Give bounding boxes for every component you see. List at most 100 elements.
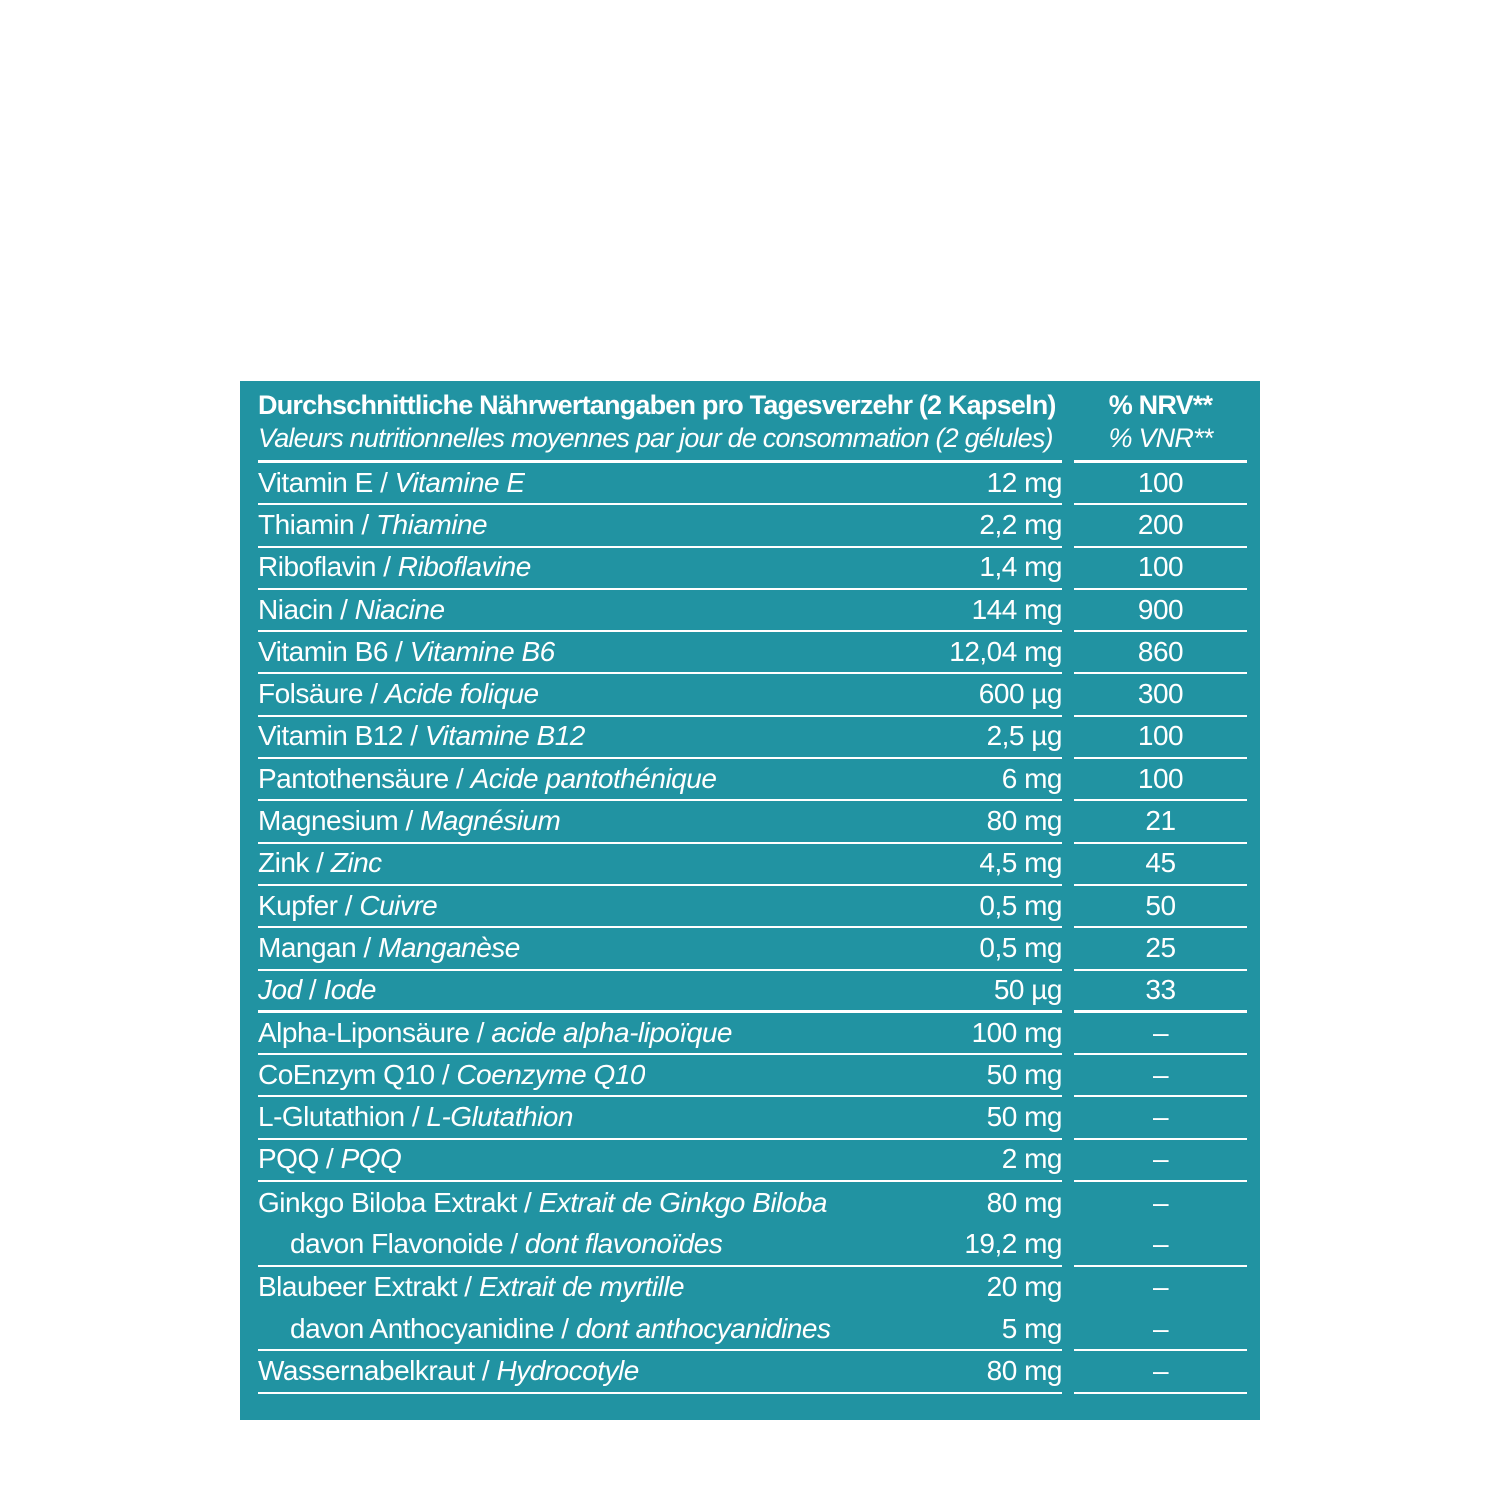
nutrient-name-de: davon Anthocyanidine <box>290 1312 555 1344</box>
table-row: Ginkgo Biloba Extrakt / Extrait de Ginkg… <box>258 1182 1247 1224</box>
nutrient-amount: 5 mg <box>1001 1312 1063 1344</box>
nutrient-amount: 0,5 mg <box>979 931 1062 963</box>
nutrient-amount: 50 mg <box>986 1058 1063 1090</box>
nutrient-cell: Ginkgo Biloba Extrakt / Extrait de Ginkg… <box>258 1182 1063 1224</box>
name-separator: / <box>387 635 410 667</box>
nutrient-amount: 12 mg <box>986 466 1063 498</box>
nutrient-cell: Mangan / Manganèse 0,5 mg <box>258 928 1062 971</box>
nutrient-cell: Alpha-Liponsäure / acide alpha-lipoïque … <box>258 1013 1063 1056</box>
nutrient-name: Mangan / Manganèse <box>258 932 520 964</box>
name-separator: / <box>362 678 385 710</box>
name-separator: / <box>503 1227 525 1259</box>
nrv-cell: 45 <box>1074 844 1247 886</box>
nutrient-name-fr: Thiamine <box>375 508 488 540</box>
nutrient-name-de: Magnesium <box>258 805 399 837</box>
nutrient-nrv-value: – <box>1152 1016 1169 1048</box>
nutrient-name: Riboflavin / Riboflavine <box>258 551 531 583</box>
nutrient-amount: 50 mg <box>986 1101 1063 1133</box>
nrv-cell: – <box>1074 1140 1247 1183</box>
nrv-cell: 100 <box>1074 759 1247 802</box>
table-row: Wassernabelkraut / Hydrocotyle 80 mg – <box>258 1351 1247 1394</box>
nutrient-amount: 100 mg <box>971 1016 1063 1048</box>
nrv-cell: – <box>1074 1013 1247 1056</box>
nutrient-name-fr: Extrait de Ginkgo Biloba <box>538 1186 827 1218</box>
nutrient-cell: L-Glutathion / L-Glutathion 50 mg <box>258 1097 1063 1140</box>
nutrient-nrv-value: 25 <box>1145 931 1176 963</box>
nutrient-nrv-value: – <box>1152 1227 1169 1259</box>
name-separator: / <box>372 466 395 498</box>
nutrient-name-fr: acide alpha-lipoïque <box>491 1016 732 1048</box>
nutrient-nrv-value: 45 <box>1145 847 1176 879</box>
nutrient-amount: 19,2 mg <box>964 1227 1062 1259</box>
nutrient-cell: davon Anthocyanidine / dont anthocyanidi… <box>258 1309 1063 1352</box>
nutrient-nrv-value: – <box>1152 1143 1169 1175</box>
table-row: Riboflavin / Riboflavine 1,4 mg 100 <box>258 548 1247 590</box>
nutrient-name-de: Wassernabelkraut <box>258 1354 475 1386</box>
table-row: Folsäure / Acide folique 600 µg 300 <box>258 674 1247 717</box>
name-separator: / <box>554 1312 576 1344</box>
nutrient-cell: Pantothensäure / Acide pantothénique 6 m… <box>258 759 1063 802</box>
nutrition-facts-panel: Durchschnittliche Nährwertangaben pro Ta… <box>240 381 1260 1420</box>
nutrient-name-de: Zink <box>258 847 309 879</box>
table-title-fr: Valeurs nutritionnelles moyennes par jou… <box>258 423 1054 453</box>
nutrient-nrv-value: 300 <box>1137 678 1184 710</box>
nutrient-amount: 80 mg <box>986 1186 1063 1218</box>
table-row: Jod / Iode 50 µg 33 <box>258 971 1247 1013</box>
table-row: davon Anthocyanidine / dont anthocyanidi… <box>258 1309 1247 1352</box>
nutrient-name-fr: Magnésium <box>420 805 561 837</box>
nutrient-name-fr: Zinc <box>330 847 382 879</box>
nutrient-name: Vitamin B12 / Vitamine B12 <box>258 720 585 752</box>
nutrient-amount: 2,5 µg <box>986 720 1063 752</box>
name-separator: / <box>375 551 398 583</box>
nutrient-name: Vitamin B6 / Vitamine B6 <box>258 636 555 668</box>
nutrient-name: PQQ / PQQ <box>258 1143 401 1175</box>
nutrient-cell: Riboflavin / Riboflavine 1,4 mg <box>258 548 1062 590</box>
nrv-cell: – <box>1074 1351 1247 1394</box>
nutrient-name: Wassernabelkraut / Hydrocotyle <box>258 1355 639 1387</box>
nutrient-nrv-value: 860 <box>1137 635 1184 667</box>
name-separator: / <box>301 973 324 1005</box>
nutrient-name-fr: Hydrocotyle <box>496 1354 639 1386</box>
nutrient-name-de: davon Flavonoide <box>290 1227 504 1259</box>
nutrient-name-de: Mangan <box>258 931 357 963</box>
nutrient-cell: CoEnzym Q10 / Coenzyme Q10 50 mg <box>258 1055 1063 1098</box>
nutrient-name: Niacin / Niacine <box>258 594 445 626</box>
nutrient-name-de: CoEnzym Q10 <box>258 1058 435 1090</box>
nrv-cell: – <box>1074 1055 1247 1098</box>
nutrient-amount: 0,5 mg <box>979 889 1062 921</box>
nutrient-name-de: Blaubeer Extrakt <box>258 1271 458 1303</box>
nutrient-name: davon Flavonoide / dont flavonoïdes <box>258 1228 722 1260</box>
nrv-header-fr: % VNR** <box>1108 423 1214 453</box>
nutrient-cell: Niacin / Niacine 144 mg <box>258 590 1063 633</box>
nutrient-name: Kupfer / Cuivre <box>258 890 437 922</box>
name-separator: / <box>474 1354 497 1386</box>
nutrient-amount: 600 µg <box>978 678 1063 710</box>
nutrient-cell: Thiamin / Thiamine 2,2 mg <box>258 505 1062 548</box>
nutrient-nrv-value: – <box>1152 1101 1169 1133</box>
nutrient-nrv-value: 100 <box>1137 551 1184 583</box>
nutrient-name: Magnesium / Magnésium <box>258 805 560 837</box>
table-row: PQQ / PQQ 2 mg – <box>258 1140 1247 1183</box>
nutrient-name-fr: Niacine <box>354 593 445 625</box>
nutrient-name-de: L-Glutathion <box>258 1101 405 1133</box>
nutrient-name: Blaubeer Extrakt / Extrait de myrtille <box>258 1271 684 1303</box>
nutrient-name: L-Glutathion / L-Glutathion <box>258 1101 573 1133</box>
nutrient-name: Alpha-Liponsäure / acide alpha-lipoïque <box>258 1017 732 1049</box>
nutrient-name: Zink / Zinc <box>258 847 382 879</box>
name-separator: / <box>469 1016 492 1048</box>
nutrient-name-de: Vitamin E <box>258 466 373 498</box>
nutrient-name-fr: Cuivre <box>359 889 438 921</box>
nutrient-nrv-value: – <box>1152 1312 1169 1344</box>
nutrient-nrv-value: 21 <box>1145 805 1176 837</box>
nutrient-amount: 144 mg <box>971 593 1063 625</box>
name-separator: / <box>434 1058 457 1090</box>
nrv-cell: 100 <box>1074 548 1247 590</box>
name-separator: / <box>332 593 355 625</box>
nutrient-cell: Folsäure / Acide folique 600 µg <box>258 674 1063 717</box>
name-separator: / <box>308 847 331 879</box>
nutrient-cell: PQQ / PQQ 2 mg <box>258 1140 1063 1183</box>
nutrient-amount: 2,2 mg <box>979 508 1062 540</box>
nutrient-nrv-value: 100 <box>1137 762 1184 794</box>
nrv-cell: 50 <box>1074 886 1247 929</box>
